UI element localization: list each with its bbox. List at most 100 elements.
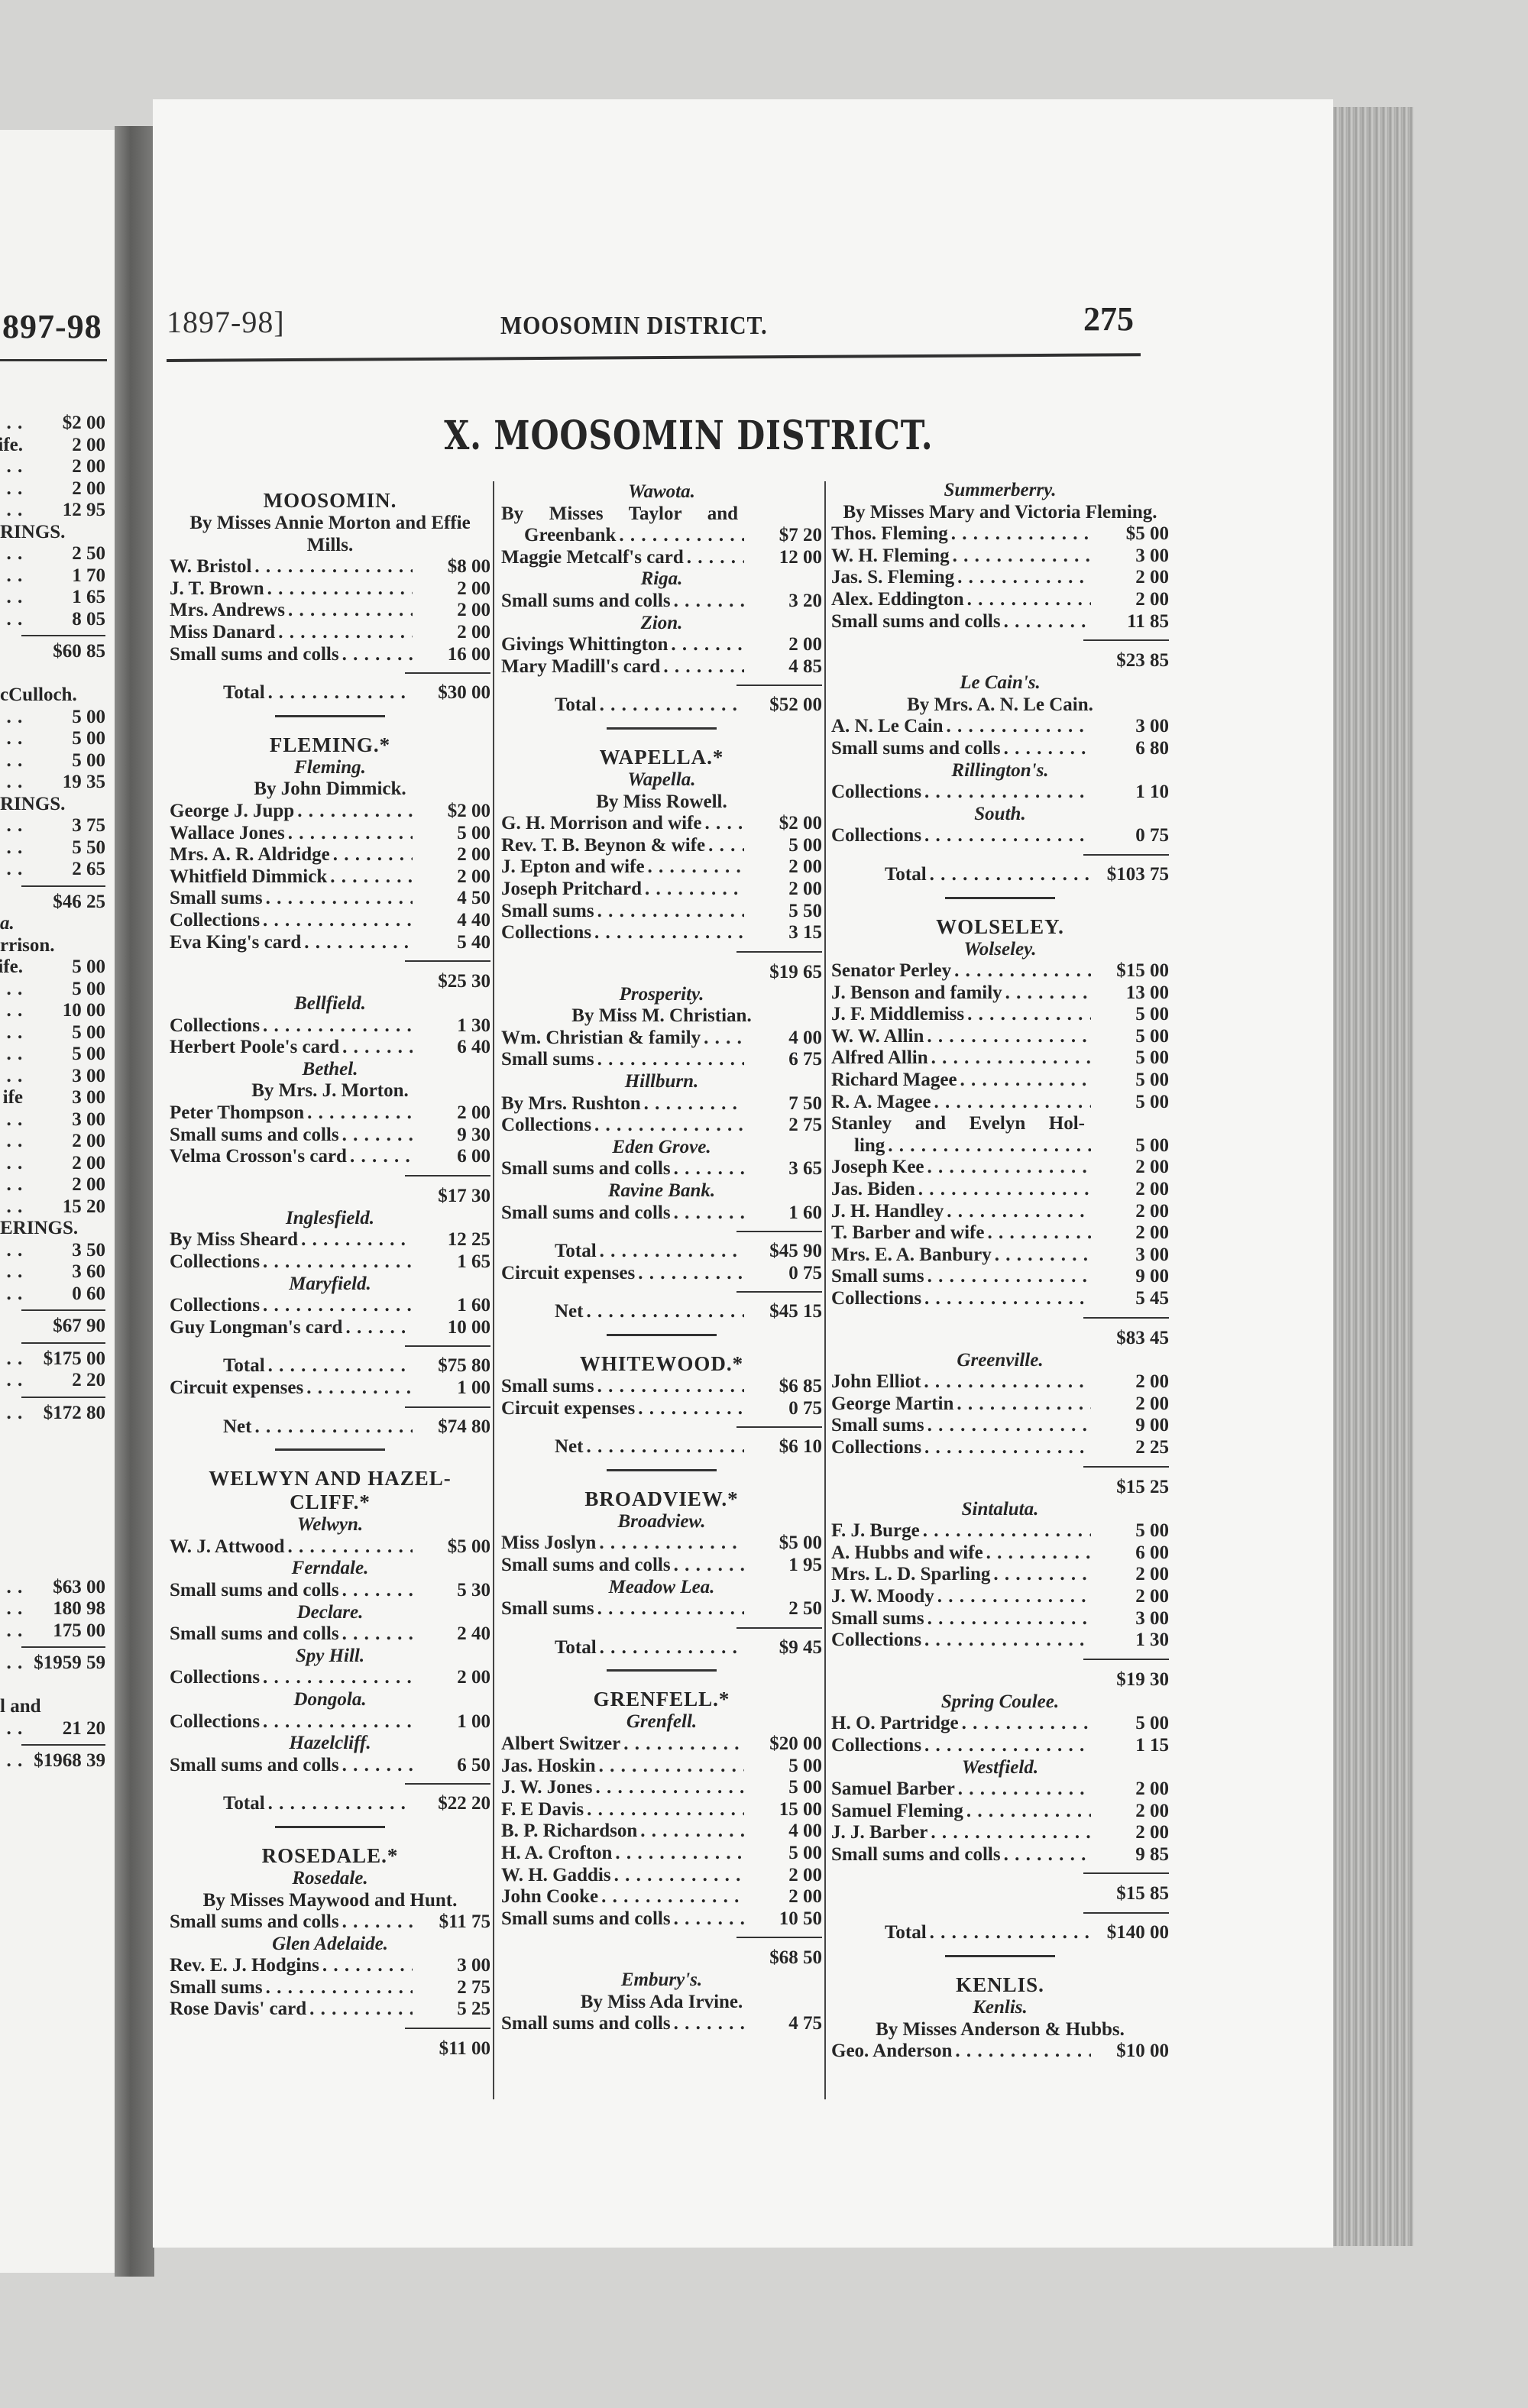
entry-label: Small sums [170, 1976, 263, 1998]
dot-leader [924, 1415, 1091, 1437]
section-separator [170, 1438, 490, 1467]
entry-amount: $52 00 [769, 694, 822, 716]
fragment-entry: 2 00 [0, 478, 105, 500]
entry-amount: 3 00 [1135, 716, 1169, 737]
entry-row: Geo. Anderson $10 00 [831, 2041, 1169, 2063]
entry-amount: $63 00 [53, 1576, 105, 1597]
entry-row: J. H. Handley 2 00 [831, 1201, 1169, 1223]
entry-amount: 1 65 [457, 1251, 490, 1273]
entry-amount: 6 00 [1135, 1542, 1169, 1563]
entry-label: Richard Magee [831, 1070, 957, 1091]
entry-amount: 5 00 [1135, 1025, 1169, 1047]
entry-label: Total [223, 682, 265, 704]
entry-line: Stanley and Evelyn Hol- [831, 1113, 1085, 1134]
place-heading: Greenville. [957, 1349, 1044, 1371]
sum-rule [0, 1392, 105, 1403]
dot-leader [594, 1049, 744, 1071]
entry-amount: 6 50 [457, 1754, 490, 1775]
entry-amount: 2 00 [1135, 1585, 1169, 1607]
entry-line: By Misses Taylor and [501, 503, 738, 524]
entry-label: Small sums [831, 1415, 924, 1436]
column-1: MOOSOMIN. By Misses Annie Morton and Effi… [170, 489, 490, 2060]
dot-leader [264, 578, 413, 600]
entry-amount: 5 50 [788, 900, 822, 921]
entry-amount: 2 00 [457, 844, 490, 866]
dot-leader [0, 1348, 29, 1371]
fragment-entry: 1 65 [0, 587, 105, 609]
entry-label: W. J. Attwood [170, 1536, 285, 1557]
entry-label: Collections [170, 1251, 261, 1273]
place-heading: Le Cain's. [960, 672, 1041, 694]
entry-amount: $8 00 [447, 556, 490, 578]
entry-amount: 5 00 [72, 1044, 105, 1064]
dot-leader [0, 707, 29, 729]
entry-amount: 1 30 [1135, 1630, 1169, 1651]
entry-label: Net [555, 1436, 584, 1458]
dot-leader [0, 1652, 29, 1675]
dot-leader [0, 815, 29, 837]
place-heading: Spring Coulee. [940, 1691, 1060, 1712]
dot-leader [0, 1131, 29, 1153]
place-heading: Embury's. [620, 1969, 703, 1991]
district-title: X. MOOSOMIN DISTRICT. [444, 413, 934, 459]
entry-amount: $45 15 [769, 1301, 822, 1322]
dot-leader [934, 1586, 1091, 1608]
entry-label: Jas. Hoskin [501, 1755, 596, 1776]
subtotal-amount: $83 45 [1116, 1327, 1169, 1348]
entry-row: ling 5 00 [831, 1135, 1169, 1157]
dot-leader [921, 1630, 1091, 1652]
dot-leader [668, 634, 744, 656]
dot-leader [596, 1533, 744, 1555]
entry-label: J. T. Brown [170, 578, 264, 599]
entry-amount: 3 65 [788, 1158, 822, 1180]
entry-label: Small sums and colls [831, 737, 1001, 759]
fragment-entry: 5 00 [0, 750, 105, 772]
entry-amount: 2 25 [1135, 1436, 1169, 1458]
fragment-entry: 5 00 [0, 979, 105, 1001]
entry-label: Wm. Christian & family [501, 1027, 701, 1048]
fragment-entry: 12 95 [0, 500, 105, 522]
entry-label: H. A. Crofton [501, 1842, 613, 1863]
fragment-entry: $2 00 [0, 413, 105, 435]
total-row: Total $140 00 [831, 1922, 1169, 1944]
sum-rule [501, 678, 822, 694]
entry-label: Total [555, 1241, 597, 1262]
entry-label: Guy Longman's card [170, 1316, 343, 1338]
fragment-entry: $63 00 [0, 1577, 105, 1599]
entry-label: Joseph Kee [831, 1157, 924, 1178]
place-heading: Wolseley. [963, 938, 1037, 960]
entry-label: J. Benson and family [831, 982, 1002, 1003]
section-separator [501, 717, 822, 746]
sum-rule [831, 1652, 1169, 1668]
entry-amount: 0 75 [788, 1397, 822, 1419]
dot-leader [992, 1244, 1091, 1267]
entry-row: Collections 1 65 [170, 1251, 490, 1274]
dot-leader [0, 837, 29, 859]
entry-amount: 1 60 [788, 1202, 822, 1223]
dot-leader [635, 1263, 744, 1285]
entry-amount: 2 75 [788, 1115, 822, 1136]
entry-label: J. Epton and wife [501, 856, 645, 878]
fragment-entry: 10 00 [0, 1000, 105, 1022]
collector-line: By Mrs. A. N. Le Cain. [907, 694, 1093, 715]
entry-amount: 5 00 [72, 978, 105, 999]
entry-amount: 5 00 [457, 822, 490, 843]
dot-leader [959, 1713, 1091, 1735]
place-heading: Declare. [296, 1601, 364, 1623]
entry-row: Small sums and colls 3 20 [501, 591, 822, 613]
dot-leader [1001, 611, 1091, 633]
dot-leader [921, 825, 1091, 847]
dot-leader [924, 1266, 1091, 1288]
entry-row: A. Hubbs and wife 6 00 [831, 1542, 1169, 1565]
dot-leader [924, 1608, 1091, 1630]
dot-leader [342, 1317, 413, 1339]
entry-amount: 5 00 [788, 1777, 822, 1798]
entry-row: John Cooke 2 00 [501, 1886, 822, 1908]
entry-row: Small sums and colls 6 50 [170, 1755, 490, 1777]
entry-row: Collections 1 30 [170, 1015, 490, 1037]
page-edges [1333, 107, 1413, 2246]
entry-amount: 5 00 [72, 749, 105, 771]
entry-amount: 10 50 [779, 1908, 822, 1929]
dot-leader [583, 1436, 744, 1458]
entry-amount: 0 75 [1135, 825, 1169, 846]
